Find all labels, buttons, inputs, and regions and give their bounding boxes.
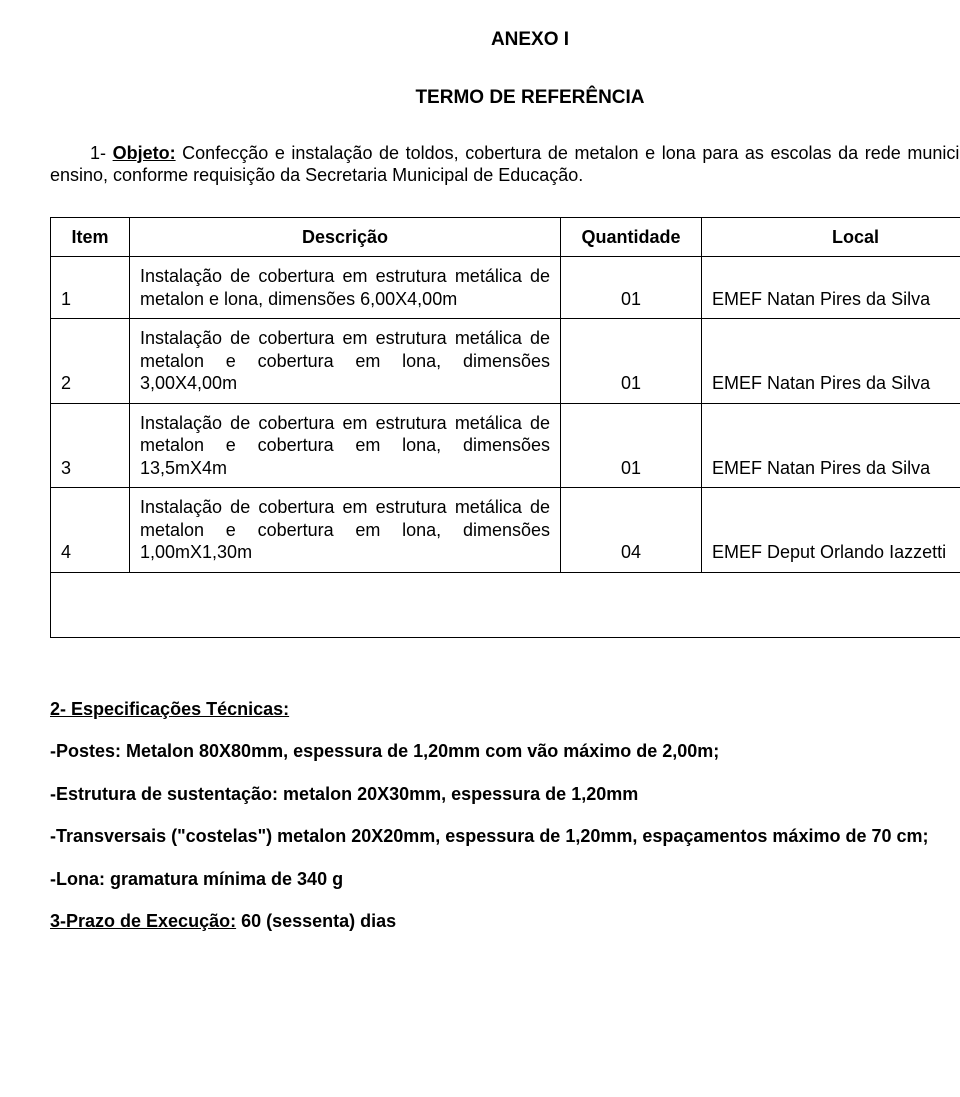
th-quantidade: Quantidade [561, 217, 702, 257]
table-row: 2 Instalação de cobertura em estrutura m… [51, 319, 960, 404]
prazo-line: 3-Prazo de Execução: 60 (sessenta) dias [50, 910, 960, 933]
cell-local: EMEF Natan Pires da Silva [702, 403, 960, 488]
cell-descricao: Instalação de cobertura em estrutura met… [130, 488, 561, 573]
page-title: ANEXO I [50, 28, 960, 52]
spec-line: -Postes: Metalon 80X80mm, espessura de 1… [50, 740, 960, 763]
prazo-label: 3-Prazo de Execução: [50, 911, 236, 931]
especificacoes-heading: 2- Especificações Técnicas: [50, 698, 960, 721]
cell-descricao: Instalação de cobertura em estrutura met… [130, 319, 561, 404]
cell-item: 4 [51, 488, 130, 573]
objeto-paragraph: 1- Objeto: Confecção e instalação de tol… [50, 142, 960, 187]
table-empty-row [51, 572, 960, 637]
cell-item: 1 [51, 257, 130, 319]
cell-local: EMEF Deput Orlando Iazzetti [702, 488, 960, 573]
table-row: 4 Instalação de cobertura em estrutura m… [51, 488, 960, 573]
table-row: 1 Instalação de cobertura em estrutura m… [51, 257, 960, 319]
table-header-row: Item Descrição Quantidade Local [51, 217, 960, 257]
cell-empty [51, 572, 960, 637]
page-subtitle: TERMO DE REFERÊNCIA [50, 86, 960, 110]
cell-local: EMEF Natan Pires da Silva [702, 319, 960, 404]
cell-local: EMEF Natan Pires da Silva [702, 257, 960, 319]
prazo-value: 60 (sessenta) dias [236, 911, 396, 931]
spec-line: -Estrutura de sustentação: metalon 20X30… [50, 783, 960, 806]
cell-quantidade: 01 [561, 403, 702, 488]
th-item: Item [51, 217, 130, 257]
cell-item: 3 [51, 403, 130, 488]
cell-descricao: Instalação de cobertura em estrutura met… [130, 257, 561, 319]
cell-quantidade: 01 [561, 319, 702, 404]
cell-quantidade: 01 [561, 257, 702, 319]
spec-line: -Lona: gramatura mínima de 340 g [50, 868, 960, 891]
spec-line: -Transversais ("costelas") metalon 20X20… [50, 825, 960, 848]
cell-item: 2 [51, 319, 130, 404]
cell-quantidade: 04 [561, 488, 702, 573]
table-row: 3 Instalação de cobertura em estrutura m… [51, 403, 960, 488]
objeto-prefix: 1- [90, 143, 113, 163]
objeto-label: Objeto: [113, 143, 176, 163]
objeto-text: Confecção e instalação de toldos, cobert… [50, 143, 960, 186]
th-descricao: Descrição [130, 217, 561, 257]
cell-descricao: Instalação de cobertura em estrutura met… [130, 403, 561, 488]
items-table: Item Descrição Quantidade Local 1 Instal… [50, 217, 960, 638]
th-local: Local [702, 217, 960, 257]
